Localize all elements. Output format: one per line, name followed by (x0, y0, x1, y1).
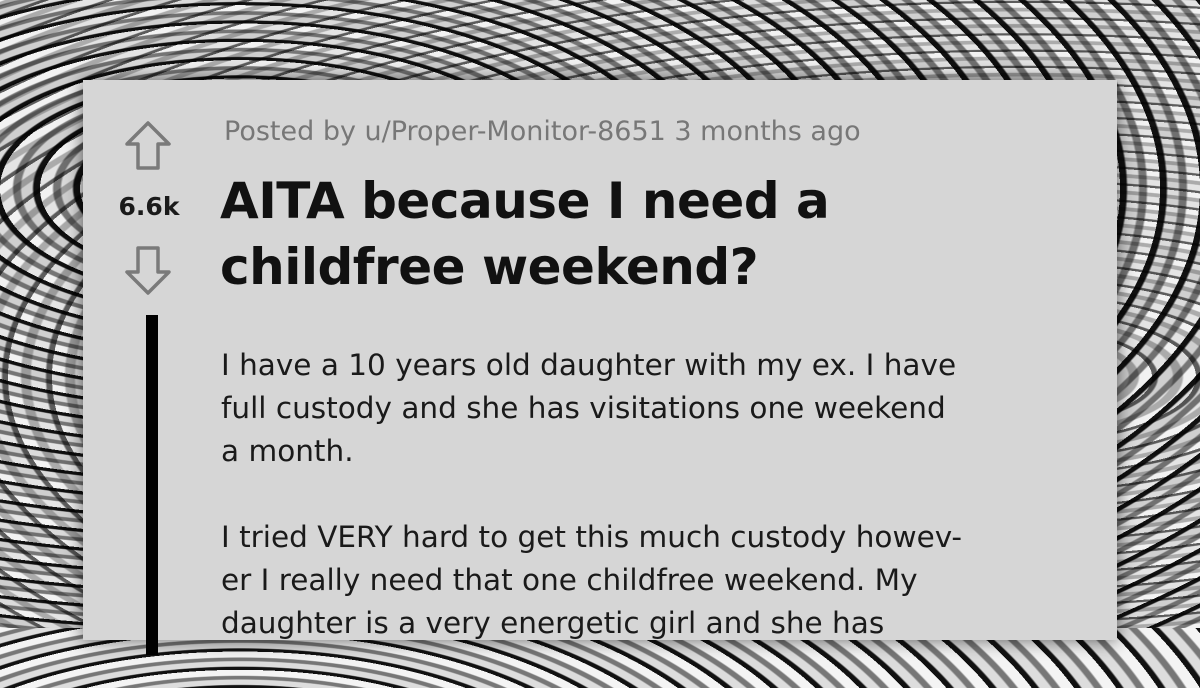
body-line: full custody and she has visitations one… (221, 391, 946, 425)
paragraph: I tried VERY hard to get this much custo… (221, 516, 962, 645)
body-line: er I really need that one childfree week… (221, 563, 918, 597)
title-line: childfree weekend? (220, 238, 759, 296)
body-line: I have a 10 years old daughter with my e… (221, 348, 957, 382)
downvote-icon[interactable] (123, 245, 173, 297)
paragraph: I have a 10 years old daughter with my e… (221, 344, 962, 473)
post-body: I have a 10 years old daughter with my e… (221, 344, 962, 688)
post-title[interactable]: AITA because I need a childfree weekend? (220, 168, 830, 300)
body-line: a month. (221, 434, 354, 468)
title-line: AITA because I need a (220, 172, 830, 230)
body-line: I tried VERY hard to get this much custo… (221, 520, 963, 554)
post-meta: Posted by u/Proper-Monitor-8651 3 months… (224, 116, 861, 147)
upvote-icon[interactable] (123, 120, 173, 172)
post-card: 6.6k Posted by u/Proper-Monitor-8651 3 m… (83, 80, 1117, 655)
vote-score: 6.6k (118, 192, 180, 221)
body-line: daughter is a very energetic girl and sh… (221, 606, 885, 640)
thread-line (146, 315, 158, 655)
